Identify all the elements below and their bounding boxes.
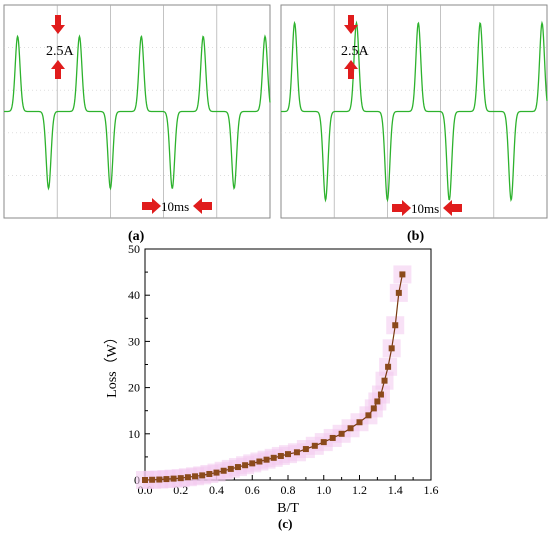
data-point <box>249 460 256 467</box>
arrow-left-icon <box>193 198 212 214</box>
data-point <box>370 405 377 412</box>
x-tick-label: 1.6 <box>424 483 439 497</box>
data-point <box>302 446 309 453</box>
data-point <box>381 377 388 384</box>
data-point <box>365 412 372 419</box>
scope-b-border <box>280 4 548 219</box>
data-point <box>270 454 277 461</box>
data-point <box>170 475 177 482</box>
data-point <box>163 476 170 483</box>
data-point <box>374 398 381 405</box>
data-point <box>142 477 148 483</box>
data-point <box>263 456 270 463</box>
y-tick-label: 40 <box>128 288 140 302</box>
y-tick-label: 20 <box>128 381 140 395</box>
data-point <box>206 470 213 477</box>
data-point <box>256 458 263 465</box>
data-point <box>149 476 156 483</box>
loss-chart: 0.00.20.40.60.81.01.21.41.601020304050 B… <box>104 242 439 516</box>
data-point <box>356 419 363 426</box>
data-point <box>285 451 291 458</box>
data-point <box>329 434 336 441</box>
data-point <box>399 271 406 278</box>
data-point <box>347 425 354 432</box>
y-tick-label: 50 <box>128 242 140 256</box>
panel-b-label: (b) <box>407 229 424 244</box>
amplitude-label-b: 2.5A <box>341 44 370 59</box>
scope-b-waveform <box>281 20 548 203</box>
data-point <box>311 442 318 449</box>
x-tick-label: 1.4 <box>388 483 403 497</box>
data-points <box>142 271 406 483</box>
y-axis-label: Loss（W） <box>104 330 120 398</box>
amplitude-marker-a: 2.5A <box>46 15 75 79</box>
arrow-up-icon <box>344 60 358 79</box>
x-axis-label: B/T <box>277 501 299 516</box>
amplitude-marker-b: 2.5A <box>341 15 370 79</box>
y-tick-label: 30 <box>128 334 140 348</box>
time-label-a: 10ms <box>161 199 189 214</box>
data-point <box>338 430 345 437</box>
data-point <box>192 473 199 480</box>
data-point <box>377 391 384 398</box>
time-marker-b: 10ms <box>392 200 462 216</box>
arrow-up-icon <box>51 60 65 79</box>
oscilloscope-panel-b: 2.5A 10ms <box>280 4 548 219</box>
data-point <box>227 465 234 472</box>
arrow-right-icon <box>142 198 161 214</box>
arrow-down-icon <box>51 15 65 34</box>
data-point <box>395 289 402 296</box>
scope-a-border <box>3 4 271 219</box>
arrow-down-icon <box>344 15 358 34</box>
data-point <box>320 439 327 446</box>
data-point <box>242 462 249 469</box>
amplitude-label-a: 2.5A <box>46 44 75 59</box>
data-point <box>293 449 300 456</box>
data-point <box>220 467 227 474</box>
arrow-left-icon <box>443 200 462 216</box>
y-tick-label: 10 <box>128 427 140 441</box>
arrow-right-icon <box>392 200 411 216</box>
data-point <box>277 452 284 459</box>
x-tick-label: 1.0 <box>316 483 331 497</box>
data-point <box>177 475 184 482</box>
panel-a-label: (a) <box>128 229 145 244</box>
panel-c-label: (c) <box>278 516 292 531</box>
data-point <box>392 322 399 329</box>
oscilloscope-panel-a: 2.5A 10ms <box>3 4 271 219</box>
x-tick-label: 0.4 <box>209 483 224 497</box>
data-point <box>213 469 220 476</box>
scope-a-waveform <box>4 34 271 191</box>
data-point <box>388 345 395 352</box>
data-point <box>156 476 163 483</box>
x-tick-label: 1.2 <box>352 483 367 497</box>
x-tick-label: 0.8 <box>281 483 296 497</box>
data-point <box>234 464 241 471</box>
data-point <box>385 363 392 370</box>
data-point <box>199 472 206 479</box>
data-point <box>184 474 191 481</box>
time-label-b: 10ms <box>411 201 439 216</box>
x-tick-label: 0.6 <box>245 483 260 497</box>
time-marker-a: 10ms <box>142 198 212 214</box>
